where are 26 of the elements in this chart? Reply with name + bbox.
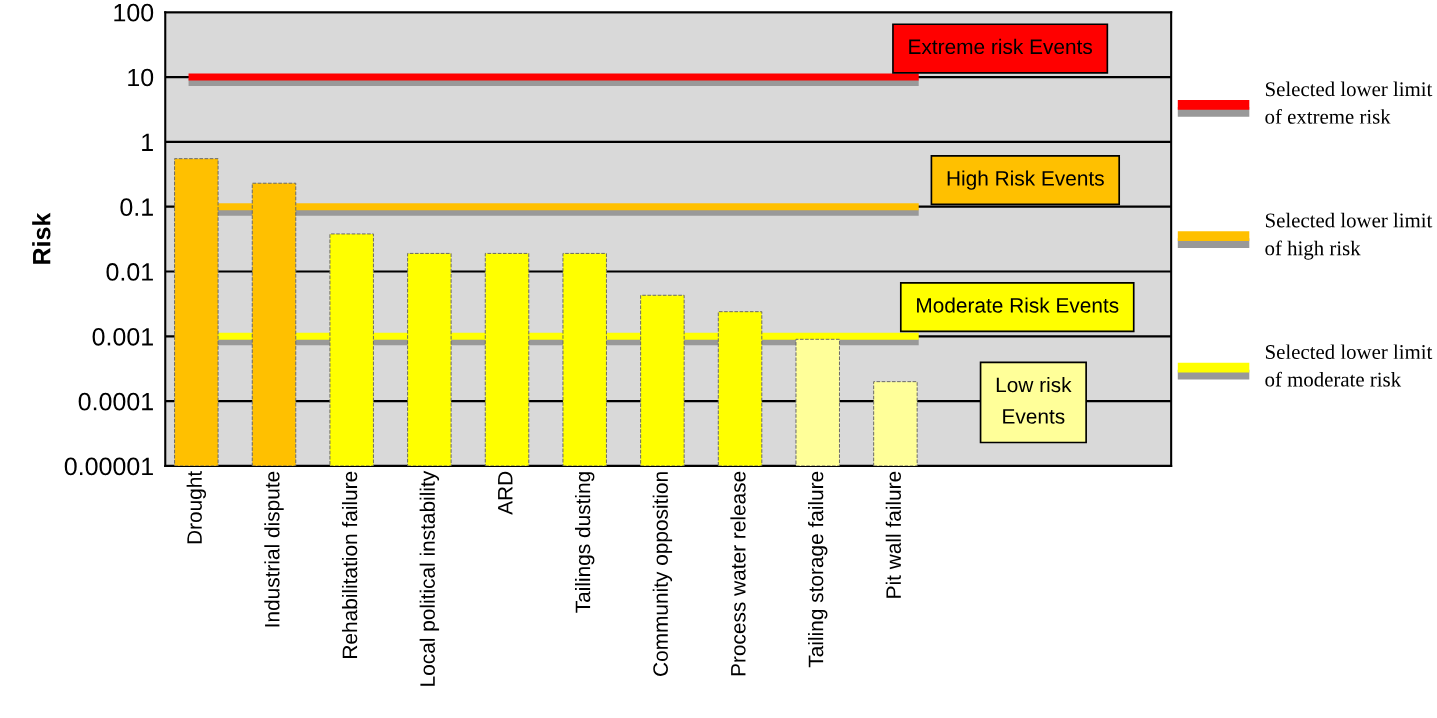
x-tick-label: Industrial dispute [264,471,284,627]
x-tick-label: Tailings dusting [574,472,595,613]
annotation: Extreme risk Events [909,38,1093,55]
x-tick-label: Tailing storage failure [808,471,828,668]
x-tick-label: Rehabilitation failure [341,471,358,658]
legend-label: Selected lower limit of high risk [1265,212,1433,260]
legend-label: Selected lower limit of extreme risk [1265,81,1433,124]
y-tick-label: 0.1 [120,198,153,216]
y-tick-label: 1 [142,133,153,151]
y-tick-label: 0.0001 [78,392,153,411]
legend-label: Selected lower limit of moderate risk [1265,344,1433,387]
x-tick-label: Drought [186,470,207,544]
x-tick-label: Process water release [730,471,746,676]
y-tick-label: 0.01 [106,263,153,281]
y-tick-label: 0.001 [92,327,153,346]
x-tick-label: Local political instability [419,470,440,686]
y-axis-title: Risk [32,212,51,264]
annotation: Moderate Risk Events [917,297,1119,313]
x-tick-label: Community opposition [652,472,673,676]
x-tick-label: Pit wall failure [885,471,901,598]
y-tick-label: 100 [114,3,154,22]
text: Low risk Events [996,376,1072,424]
text: High Risk Events [947,170,1104,190]
y-tick-label: 0.00001 [64,457,153,476]
y-tick-label: 10 [128,68,154,87]
x-tick-label: ARD [498,471,513,515]
